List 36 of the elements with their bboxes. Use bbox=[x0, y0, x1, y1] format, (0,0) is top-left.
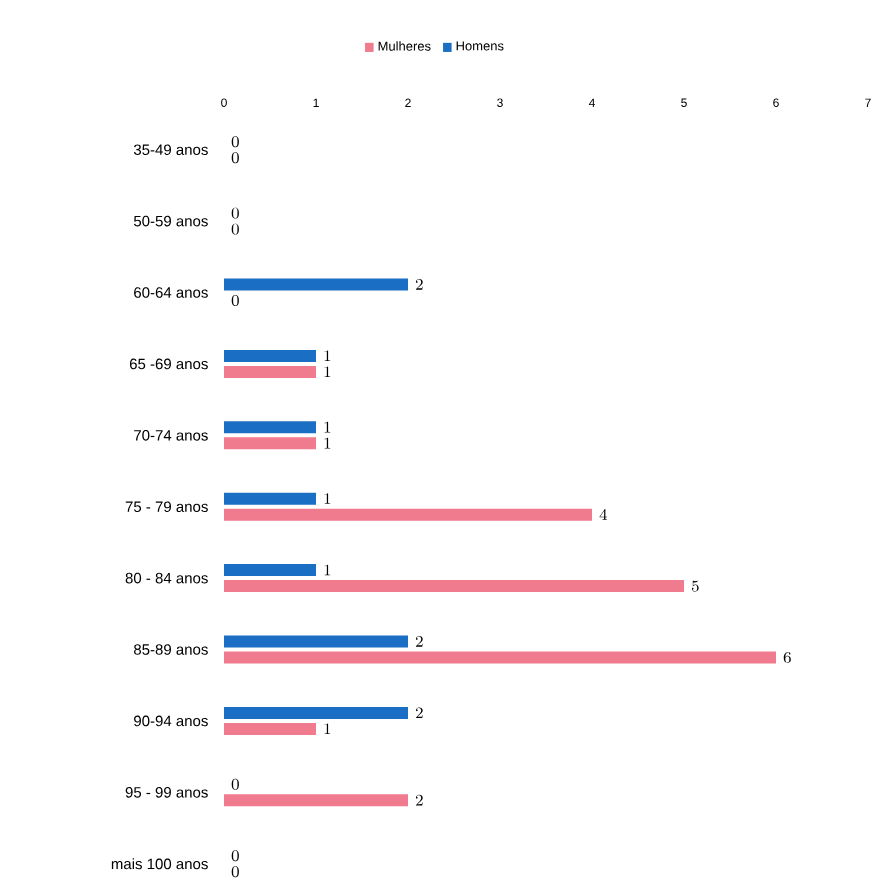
data-label: 0 bbox=[231, 295, 239, 307]
data-label: 0 bbox=[231, 136, 239, 148]
data-label: 2 bbox=[415, 795, 423, 806]
data-label: 0 bbox=[231, 866, 239, 878]
data-label: 2 bbox=[415, 636, 423, 647]
bar bbox=[224, 635, 409, 648]
bar bbox=[224, 794, 409, 807]
data-label: 1 bbox=[324, 438, 331, 449]
data-label: 1 bbox=[324, 564, 331, 576]
bar bbox=[224, 366, 317, 379]
data-label: 1 bbox=[324, 723, 331, 735]
bar bbox=[224, 723, 317, 736]
data-label: 1 bbox=[324, 350, 331, 362]
data-label: 2 bbox=[415, 279, 423, 290]
data-label: 0 bbox=[231, 779, 239, 791]
data-label: 2 bbox=[415, 707, 423, 719]
data-label: 1 bbox=[324, 493, 331, 505]
bar bbox=[224, 492, 317, 505]
data-label: 0 bbox=[231, 850, 239, 862]
bar bbox=[224, 564, 317, 577]
data-label: 1 bbox=[324, 422, 331, 433]
data-label: 0 bbox=[231, 223, 239, 235]
data-label: 0 bbox=[231, 207, 239, 219]
bar bbox=[224, 508, 592, 521]
bar bbox=[224, 707, 409, 720]
data-label: 5 bbox=[691, 580, 699, 592]
bar bbox=[224, 580, 684, 593]
data-label: 4 bbox=[599, 509, 608, 521]
bar bbox=[224, 651, 776, 664]
bar bbox=[224, 350, 317, 363]
data-label: 0 bbox=[231, 152, 239, 164]
data-label: 1 bbox=[324, 366, 331, 378]
bar bbox=[224, 278, 409, 291]
bar bbox=[224, 437, 317, 450]
bar bbox=[224, 421, 317, 434]
data-label: 6 bbox=[783, 652, 791, 664]
